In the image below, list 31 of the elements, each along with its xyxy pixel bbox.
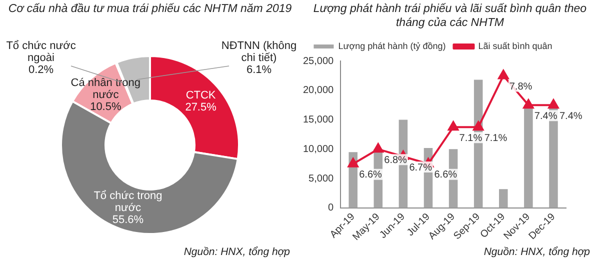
- y-tick-label: 15,000: [302, 114, 334, 126]
- data-label: 10.5%: [90, 101, 122, 114]
- data-label: 27.5%: [185, 102, 217, 114]
- data-label: 6.6%: [359, 170, 382, 181]
- data-label: 7.4%: [534, 110, 558, 122]
- y-tick-label: 20,000: [302, 85, 334, 96]
- chart-title: Cơ cấu nhà đầu tư mua trái phiếu các NHTM năm 2019: [7, 2, 293, 17]
- data-label: 0.2%: [28, 64, 54, 76]
- y-tick-label: 10,000: [302, 144, 334, 155]
- data-label: 7.8%: [509, 81, 532, 92]
- legend-label: Lãi suất bình quân: [478, 40, 552, 51]
- slice-label: Tổ chức nước ngoài: [6, 40, 76, 64]
- data-label: 6.6%: [434, 170, 458, 181]
- y-tick-label: 0: [328, 202, 334, 214]
- data-label: 7.1%: [459, 132, 482, 144]
- text: Nguồn: HNX, tổng hợp: [482, 246, 591, 258]
- data-label: 6.1%: [246, 64, 272, 76]
- data-label: 6.7%: [409, 162, 432, 174]
- data-label: 6.8%: [384, 154, 408, 166]
- legend-label: Lượng phát hành (tỷ đồng): [338, 40, 446, 51]
- text: Nguồn: HNX, tổng hợp: [182, 246, 291, 258]
- slice-label: Cá nhân trong nước: [70, 77, 141, 102]
- y-tick-label: 25,000: [302, 56, 334, 67]
- data-label: 7.1%: [484, 132, 508, 144]
- slice-label: NĐTNN (không chi tiết): [221, 40, 297, 64]
- y-tick-label: 5,000: [308, 173, 334, 184]
- data-label: 55.6%: [112, 214, 144, 226]
- chart-title: Lượng phát hành trái phiếu và lãi suất bình quân theo tháng của các NHTM: [312, 2, 588, 31]
- slice-label: CTCK: [186, 90, 216, 102]
- data-label: 7.4%: [559, 110, 582, 122]
- slice-label: Tổ chức trong nước: [94, 190, 162, 214]
